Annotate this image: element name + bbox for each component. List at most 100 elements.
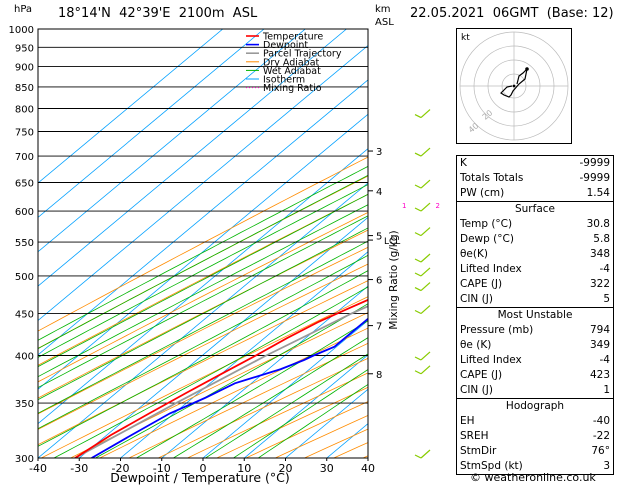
hodo-value: 3 <box>603 460 610 472</box>
temperature-tick-label: -30 <box>70 462 88 475</box>
most-unstable-title: Most Unstable <box>497 309 573 321</box>
mu-row: CAPE (J) 423 <box>457 368 613 383</box>
wind-barb-icon <box>420 227 431 237</box>
hodograph-stats-title: Hodograph <box>505 400 565 412</box>
hodograph-trace <box>500 67 528 98</box>
hpa-unit-label: hPa <box>14 4 33 15</box>
hodo-row: EH -40 <box>457 414 613 429</box>
pressure-tick-label: 350 <box>15 399 34 410</box>
wind-barb-icon <box>420 109 431 118</box>
temperature-tick-label: -20 <box>112 462 130 475</box>
hodograph-ring-label: 40 <box>467 121 481 134</box>
hodo-value: 76° <box>591 445 610 457</box>
x-axis-title: Dewpoint / Temperature (°C) <box>110 470 289 485</box>
hodo-label: SREH <box>460 430 489 442</box>
legend-label: Isotherm <box>263 75 305 86</box>
mixing-ratio-label: 2 <box>435 202 439 210</box>
mu-value: 794 <box>589 324 610 336</box>
asl-unit-label: ASL <box>375 17 394 28</box>
wind-barb-icon <box>414 152 422 157</box>
dry-adiabat-line <box>38 263 368 430</box>
wet-adiabat-line <box>53 286 368 458</box>
wet-adiabat-line <box>173 337 368 458</box>
hodo-label: StmSpd (kt) <box>460 460 523 472</box>
wet-adiabat-line <box>38 193 368 368</box>
wet-adiabat-line <box>38 270 368 447</box>
surface-row: Dewp (°C) 5.8 <box>457 232 613 247</box>
temperature-line <box>74 298 368 458</box>
temperature-tick-label: 0 <box>200 462 207 475</box>
surface-value: 5 <box>603 293 610 305</box>
wind-barb-icon <box>420 351 431 361</box>
hodo-label: EH <box>460 415 475 427</box>
mu-label: θe (K) <box>460 339 492 351</box>
pressure-tick-label: 650 <box>15 178 34 189</box>
hodograph-panel: kt 40 20 <box>456 28 572 144</box>
index-value: -9999 <box>579 172 610 184</box>
copyright-footer: © weatheronline.co.uk <box>470 471 596 484</box>
surface-label: θe(K) <box>460 248 488 260</box>
isotherm-line <box>38 29 347 287</box>
hodograph-origin-marker <box>512 84 516 88</box>
wet-adiabat-line <box>95 303 368 458</box>
wet-adiabat-line <box>38 184 368 358</box>
index-row-k: K -9999 <box>457 156 613 171</box>
altitude-tick-label: 5 <box>376 232 382 243</box>
altitude-tick-label: 8 <box>376 370 382 381</box>
wind-barb-icon <box>414 356 422 361</box>
pressure-tick-label: 600 <box>15 207 34 218</box>
wet-adiabat-line <box>136 320 368 458</box>
isotherm-line <box>38 79 368 356</box>
hodograph-stats-section: Hodograph EH -40 SREH -22 StmDir 76° StmSpd… <box>457 398 613 474</box>
wind-barb-icon <box>414 454 422 459</box>
mu-label: Pressure (mb) <box>460 324 534 336</box>
pressure-tick-label: 500 <box>15 272 34 283</box>
surface-label: Dewp (°C) <box>460 233 514 245</box>
mixing-ratio-axis-title: Mixing Ratio (g/kg) <box>388 230 400 329</box>
surface-value: 348 <box>589 248 610 260</box>
surface-value: -4 <box>599 263 610 275</box>
hodograph-plot: kt 40 20 <box>459 31 569 141</box>
wind-barb-icon <box>420 305 431 314</box>
surface-row: CIN (J) 5 <box>457 292 613 307</box>
parcel-trajectory-line <box>74 305 368 458</box>
pressure-tick-label: 400 <box>15 351 34 362</box>
surface-row: CAPE (J) 322 <box>457 277 613 292</box>
wind-barb-icon <box>420 282 431 291</box>
mixing-ratio-label: 1 <box>402 202 406 210</box>
indices-panel: K -9999 Totals Totals -9999 PW (cm) 1.54 Su… <box>456 155 614 475</box>
pressure-tick-label: 300 <box>15 454 34 465</box>
surface-value: 5.8 <box>593 233 610 245</box>
surface-section: Surface Temp (°C) 30.8 Dewp (°C) 5.8 θe(K)… <box>457 201 613 307</box>
hodograph-unit-label: kt <box>461 33 470 43</box>
mu-row: Pressure (mb) 794 <box>457 323 613 338</box>
lcl-label: LCL <box>384 237 400 247</box>
hodo-row: StmDir 76° <box>457 444 613 459</box>
isotherm-line <box>161 285 368 458</box>
hodo-label: StmDir <box>460 445 497 457</box>
isotherm-line <box>202 319 368 458</box>
mu-row: CIN (J) 1 <box>457 383 613 398</box>
surface-title: Surface <box>514 203 555 215</box>
mu-value: 423 <box>589 369 610 381</box>
wet-adiabat-line <box>38 240 368 414</box>
pressure-tick-label: 1000 <box>9 25 34 36</box>
pressure-tick-label: 700 <box>15 152 34 163</box>
datetime-header: 22.05.2021 06GMT (Base: 12) <box>410 6 614 21</box>
wind-barb-icon <box>414 286 422 292</box>
pressure-tick-label: 750 <box>15 128 34 139</box>
index-value: 1.54 <box>586 187 610 199</box>
isotherm-line <box>244 354 368 458</box>
wind-barb-icon <box>414 309 422 315</box>
wind-barb-icon <box>414 113 422 119</box>
altitude-tick-label: 4 <box>376 187 382 198</box>
altitude-tick-label: 7 <box>376 322 382 333</box>
wet-adiabat-line <box>38 254 368 430</box>
wind-barb-icon <box>420 202 431 212</box>
isotherm-line <box>79 216 368 458</box>
wind-barb-icon <box>420 449 431 459</box>
legend-label: Dewpoint <box>263 40 308 51</box>
legend-label: Mixing Ratio <box>263 83 322 94</box>
mu-value: 349 <box>589 339 610 351</box>
